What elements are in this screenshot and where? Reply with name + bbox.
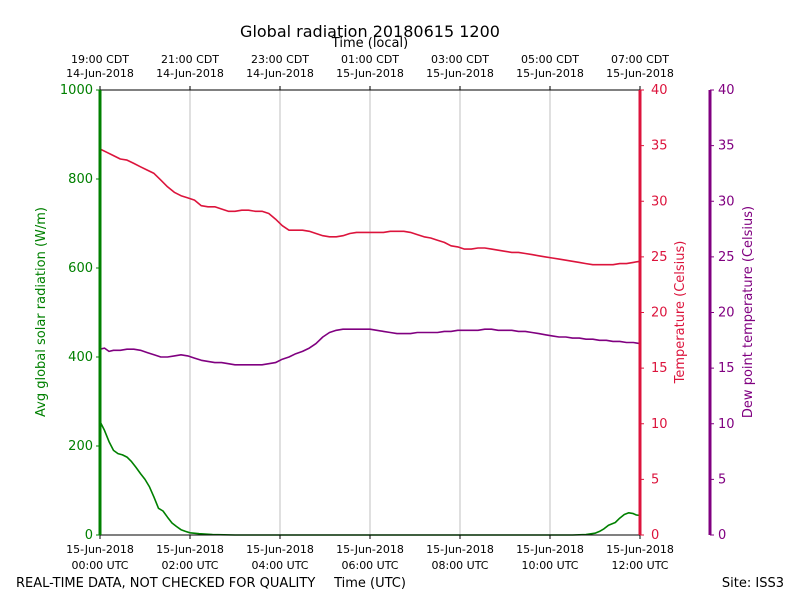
bottom-tick-date: 15-Jun-2018 — [156, 543, 224, 556]
right-tick-label: 30 — [651, 194, 668, 209]
footer-left: REAL-TIME DATA, NOT CHECKED FOR QUALITY — [16, 576, 315, 591]
right2-tick-label: 0 — [718, 528, 726, 543]
right-tick-label: 35 — [651, 139, 668, 154]
right2-tick-label: 30 — [718, 194, 735, 209]
x-axis-label: Time (UTC) — [333, 576, 406, 591]
right2-tick-label: 20 — [718, 306, 735, 321]
top-tick-date: 15-Jun-2018 — [336, 67, 404, 80]
left-tick-label: 800 — [68, 172, 93, 187]
top-tick-label: 07:00 CDT — [611, 53, 669, 66]
top-tick-date: 14-Jun-2018 — [156, 67, 224, 80]
top-tick-label: 23:00 CDT — [251, 53, 309, 66]
right-axis-label: Temperature (Celsius) — [673, 241, 688, 385]
right2-tick-label: 10 — [718, 417, 735, 432]
series-line-right2 — [99, 328, 641, 366]
left-tick-label: 0 — [85, 528, 93, 543]
bottom-tick-label: 08:00 UTC — [431, 559, 488, 572]
right-tick-label: 20 — [651, 306, 668, 321]
bottom-tick-date: 15-Jun-2018 — [426, 543, 494, 556]
left-tick-label: 600 — [68, 261, 93, 276]
data-series — [99, 148, 641, 536]
top-axis-label: Time (local) — [331, 36, 408, 51]
bottom-tick-label: 02:00 UTC — [161, 559, 218, 572]
right2-tick-label: 25 — [718, 250, 735, 265]
chart-title: Global radiation 20180615 1200 — [240, 22, 500, 41]
top-tick-date: 14-Jun-2018 — [66, 67, 134, 80]
grid-lines — [189, 90, 551, 535]
left-axis-label: Avg global solar radiation (W/m) — [34, 207, 49, 417]
left-tick-label: 1000 — [60, 83, 93, 98]
left-axis: 0 200 400 600 800 1000 — [60, 83, 102, 543]
bottom-tick-date: 15-Jun-2018 — [606, 543, 674, 556]
series-line-right — [99, 148, 641, 266]
left-tick-label: 200 — [68, 439, 93, 454]
top-tick-label: 01:00 CDT — [341, 53, 399, 66]
right2-tick-label: 15 — [718, 361, 735, 376]
bottom-tick-date: 15-Jun-2018 — [516, 543, 584, 556]
bottom-tick-label: 06:00 UTC — [341, 559, 398, 572]
top-tick-label: 05:00 CDT — [521, 53, 579, 66]
bottom-axis: 15-Jun-2018 00:00 UTC 15-Jun-2018 02:00 UTC… — [66, 535, 674, 572]
right-tick-label: 40 — [651, 83, 668, 98]
right-tick-label: 25 — [651, 250, 668, 265]
bottom-tick-date: 15-Jun-2018 — [336, 543, 404, 556]
right-tick-label: 5 — [651, 472, 659, 487]
series-line-left — [99, 421, 641, 536]
bottom-tick-label: 12:00 UTC — [611, 559, 668, 572]
right2-axis-label: Dew point temperature (Celsius) — [741, 206, 756, 418]
right-tick-label: 10 — [651, 417, 668, 432]
right-tick-label: 15 — [651, 361, 668, 376]
bottom-tick-date: 15-Jun-2018 — [66, 543, 134, 556]
bottom-tick-label: 00:00 UTC — [71, 559, 128, 572]
top-tick-label: 21:00 CDT — [161, 53, 219, 66]
top-tick-date: 14-Jun-2018 — [246, 67, 314, 80]
bottom-tick-label: 10:00 UTC — [521, 559, 578, 572]
top-tick-label: 03:00 CDT — [431, 53, 489, 66]
right2-axis: 0 5 10 15 20 25 30 35 40 — [708, 83, 735, 543]
footer-right: Site: ISS3 — [722, 576, 784, 591]
top-tick-date: 15-Jun-2018 — [426, 67, 494, 80]
right-tick-label: 0 — [651, 528, 659, 543]
top-tick-date: 15-Jun-2018 — [606, 67, 674, 80]
top-tick-date: 15-Jun-2018 — [516, 67, 584, 80]
top-tick-label: 19:00 CDT — [71, 53, 129, 66]
left-tick-label: 400 — [68, 350, 93, 365]
bottom-tick-label: 04:00 UTC — [251, 559, 308, 572]
right2-tick-label: 40 — [718, 83, 735, 98]
right-axis: 0 5 10 15 20 25 30 35 40 — [638, 83, 668, 543]
bottom-tick-date: 15-Jun-2018 — [246, 543, 314, 556]
right2-tick-label: 5 — [718, 472, 726, 487]
right2-tick-label: 35 — [718, 139, 735, 154]
